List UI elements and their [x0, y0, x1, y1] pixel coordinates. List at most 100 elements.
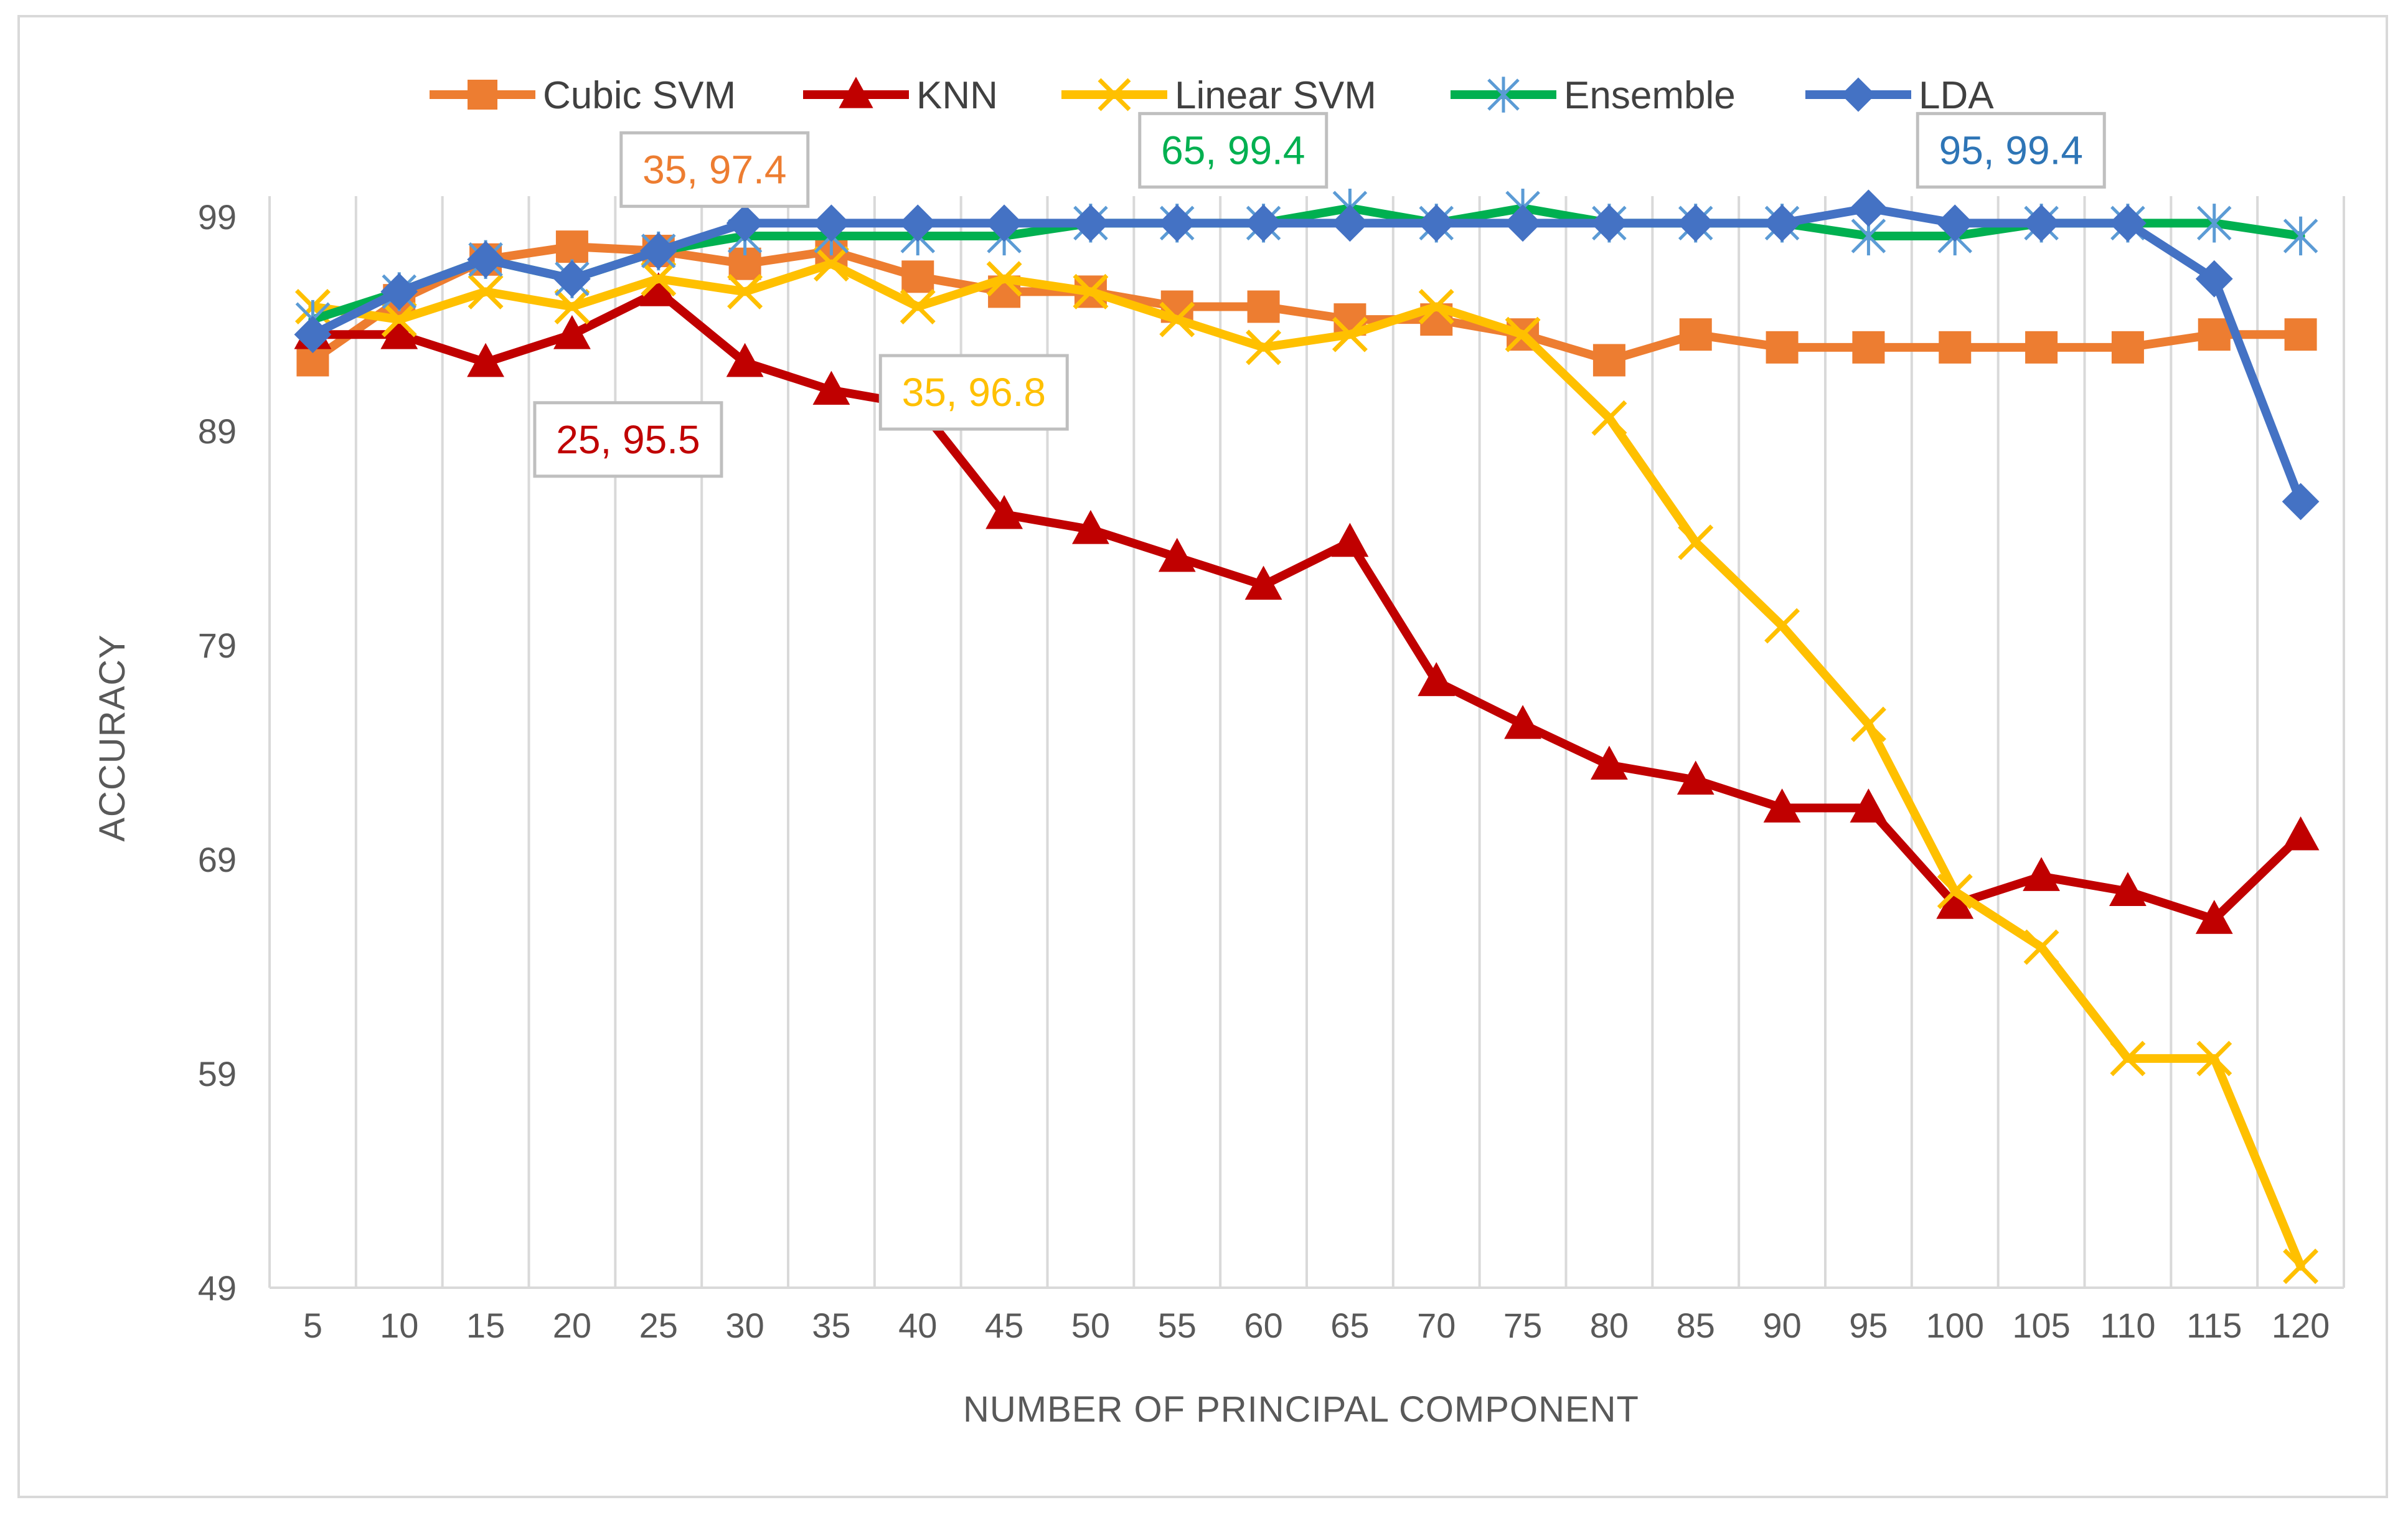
- x-marker: [1764, 608, 1800, 644]
- diamond-marker: [380, 273, 418, 311]
- x-tick-label: 115: [2186, 1306, 2242, 1345]
- x-tick-label: 110: [2100, 1306, 2155, 1345]
- triangle-marker: [2282, 816, 2320, 851]
- annotation-label: 35, 97.4: [642, 147, 786, 192]
- annotation-label: 25, 95.5: [556, 417, 700, 462]
- chart-frame: [17, 15, 2388, 1498]
- triangle-marker: [2109, 872, 2147, 906]
- diamond-marker: [553, 260, 591, 298]
- square-marker: [468, 80, 497, 110]
- y-tick-label: 49: [198, 1268, 237, 1308]
- triangle-marker: [1418, 662, 1456, 696]
- triangle-marker: [467, 342, 504, 377]
- diamond-marker: [1244, 204, 1282, 242]
- x-axis-title: NUMBER OF PRINCIPAL COMPONENT: [963, 1389, 1639, 1430]
- triangle-marker: [812, 370, 850, 405]
- annotation-callout: 25, 95.5: [533, 401, 723, 478]
- legend-label: Cubic SVM: [543, 74, 736, 117]
- diamond-marker: [2282, 483, 2320, 521]
- legend: Cubic SVM KNN Linear SVM Ensemble LDA: [430, 74, 1994, 117]
- axes: 49 59 69 79 89 99 5 10 15 20 25 30 35 40 45 50 55 60 65 70 7…: [198, 197, 2344, 1345]
- square-marker: [901, 260, 934, 293]
- annotation-box: [1916, 111, 2106, 189]
- x-marker: [1098, 78, 1131, 111]
- x-marker: [727, 273, 763, 309]
- asterisk-marker: [1487, 77, 1520, 113]
- x-tick-label: 5: [303, 1306, 322, 1345]
- x-tick-label: 65: [1330, 1306, 1369, 1345]
- x-marker: [554, 289, 590, 324]
- asterisk-marker: [2283, 216, 2318, 256]
- x-tick-label: 120: [2272, 1306, 2330, 1345]
- triangle-marker: [1677, 760, 1714, 795]
- square-marker: [1939, 331, 1972, 364]
- x-marker: [1505, 316, 1541, 352]
- diamond-marker: [726, 204, 764, 242]
- x-marker: [813, 246, 849, 282]
- square-marker: [555, 230, 588, 263]
- x-tick-label: 85: [1677, 1306, 1715, 1345]
- annotation-label: 65, 99.4: [1161, 128, 1305, 172]
- y-tick-label: 79: [198, 626, 237, 665]
- x-tick-label: 15: [466, 1306, 505, 1345]
- y-axis-title: ACCURACY: [92, 634, 133, 842]
- diamond-marker: [1591, 204, 1628, 242]
- diamond-marker: [1763, 204, 1801, 242]
- annotation-box: [619, 131, 810, 208]
- triangle-marker: [2023, 857, 2060, 891]
- legend-item: KNN: [803, 74, 998, 117]
- x-tick-label: 35: [812, 1306, 850, 1345]
- annotation-label: 95, 99.4: [1939, 128, 2083, 172]
- triangle-marker: [1591, 745, 1628, 780]
- diamond-marker: [1331, 204, 1369, 242]
- x-marker: [1159, 301, 1195, 337]
- x-marker: [1591, 400, 1627, 436]
- x-tick-label: 100: [1926, 1306, 1984, 1345]
- legend-label: KNN: [916, 74, 998, 117]
- triangle-marker: [639, 272, 677, 306]
- diamond-marker: [294, 316, 332, 354]
- triangle-marker: [726, 342, 764, 377]
- diamond-marker: [1850, 189, 1888, 227]
- x-tick-label: 105: [2012, 1306, 2070, 1345]
- y-tick-label: 69: [198, 840, 237, 879]
- x-tick-label: 75: [1503, 1306, 1542, 1345]
- square-marker: [2284, 318, 2317, 351]
- diamond-marker: [467, 240, 504, 278]
- x-tick-label: 40: [898, 1306, 937, 1345]
- x-tick-label: 60: [1244, 1306, 1282, 1345]
- diamond-marker: [1158, 204, 1196, 242]
- legend-label: LDA: [1919, 74, 1994, 117]
- x-tick-label: 55: [1158, 1306, 1197, 1345]
- x-marker: [381, 301, 417, 337]
- diamond-marker: [812, 204, 850, 242]
- annotation-box: [878, 354, 1069, 431]
- diamond-marker: [1936, 204, 1974, 242]
- diamond-marker: [1677, 204, 1714, 242]
- x-tick-label: 25: [639, 1306, 678, 1345]
- diamond-marker: [1504, 204, 1541, 242]
- annotation-callout: 35, 96.8: [878, 354, 1069, 431]
- diamond-marker: [639, 232, 677, 270]
- x-marker: [1850, 706, 1886, 742]
- x-tick-label: 10: [380, 1306, 418, 1345]
- x-marker: [641, 261, 677, 297]
- x-marker: [2283, 1248, 2319, 1285]
- diamond-marker: [1841, 77, 1876, 112]
- x-marker: [1073, 273, 1109, 309]
- triangle-marker: [1158, 537, 1196, 572]
- square-marker: [1592, 344, 1625, 377]
- diamond-marker: [2195, 260, 2233, 298]
- triangle-marker: [1936, 885, 1974, 919]
- triangle-marker: [553, 315, 591, 349]
- triangle-marker: [985, 494, 1023, 529]
- annotation-box: [1138, 111, 1329, 189]
- triangle-marker: [1850, 788, 1888, 823]
- annotation-callout: 35, 97.4: [619, 131, 810, 208]
- x-marker: [1937, 874, 1973, 910]
- triangle-marker: [1244, 565, 1282, 600]
- x-tick-label: 90: [1762, 1306, 1801, 1345]
- annotation-label: 35, 96.8: [902, 370, 1046, 415]
- diamond-marker: [899, 204, 937, 242]
- square-marker: [1679, 318, 1712, 351]
